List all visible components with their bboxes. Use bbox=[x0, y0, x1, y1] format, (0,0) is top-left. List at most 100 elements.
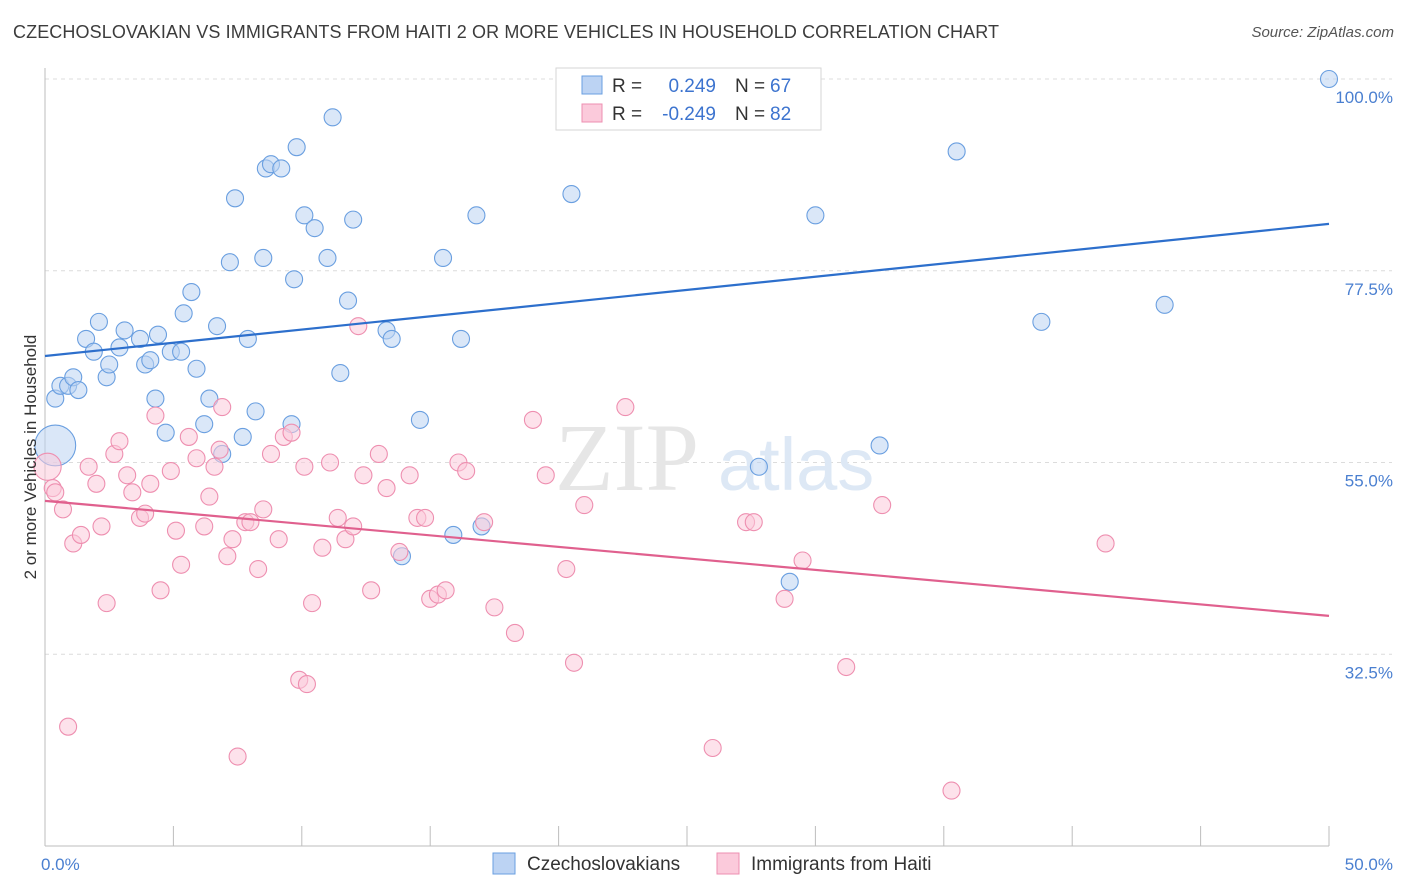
point-haiti-66 bbox=[564, 653, 584, 672]
watermark-atlas: atlas bbox=[718, 423, 874, 506]
point-haiti-33 bbox=[241, 513, 260, 532]
point-haiti-73 bbox=[793, 551, 812, 570]
y-tick-label-0: 32.5% bbox=[1345, 663, 1393, 682]
point-czech-17 bbox=[148, 325, 168, 344]
point-haiti-19 bbox=[151, 581, 170, 600]
series-haiti bbox=[33, 317, 1115, 800]
point-czech-46 bbox=[344, 210, 363, 229]
bottom-legend-label-czech: Czechoslovakians bbox=[527, 854, 680, 875]
point-haiti-4 bbox=[59, 717, 78, 736]
point-haiti-27 bbox=[205, 457, 224, 476]
series-czechoslovakians bbox=[34, 69, 1339, 591]
point-czech-59 bbox=[749, 457, 768, 476]
point-haiti-28 bbox=[210, 440, 229, 459]
point-czech-32 bbox=[246, 402, 265, 421]
point-haiti-76 bbox=[942, 781, 961, 800]
legend-n-label-czech: N = bbox=[735, 76, 765, 97]
point-czech-18 bbox=[156, 423, 175, 442]
point-haiti-20 bbox=[161, 461, 180, 481]
x-tick-label-1: 50.0% bbox=[1345, 855, 1393, 874]
point-czech-23 bbox=[187, 359, 206, 378]
point-haiti-65 bbox=[557, 559, 576, 579]
legend-swatch-haiti bbox=[581, 103, 603, 123]
watermark: ZIP atlas bbox=[555, 404, 874, 511]
point-haiti-75 bbox=[873, 496, 892, 515]
point-haiti-39 bbox=[282, 423, 301, 442]
point-haiti-62 bbox=[505, 623, 524, 642]
point-czech-24 bbox=[195, 415, 214, 434]
watermark-zip: ZIP bbox=[555, 404, 699, 511]
point-haiti-6 bbox=[71, 525, 91, 544]
point-czech-21 bbox=[174, 304, 193, 323]
point-czech-12 bbox=[115, 321, 134, 340]
point-haiti-17 bbox=[141, 474, 160, 493]
point-czech-62 bbox=[870, 436, 889, 455]
point-czech-8 bbox=[89, 312, 108, 331]
point-haiti-31 bbox=[228, 747, 247, 766]
point-czech-50 bbox=[410, 410, 429, 429]
point-czech-54 bbox=[467, 206, 486, 225]
point-haiti-36 bbox=[261, 444, 281, 464]
point-czech-52 bbox=[444, 525, 463, 544]
point-czech-25 bbox=[200, 389, 219, 408]
point-haiti-3 bbox=[53, 500, 73, 519]
point-czech-42 bbox=[318, 248, 337, 268]
point-haiti-35 bbox=[254, 500, 273, 519]
point-haiti-52 bbox=[390, 542, 409, 562]
source-label: Source: ZipAtlas.com bbox=[1251, 24, 1394, 41]
y-tick-label-1: 55.0% bbox=[1345, 472, 1393, 491]
y-tick-label-3: 100.0% bbox=[1335, 88, 1393, 107]
point-haiti-9 bbox=[92, 517, 111, 536]
point-czech-45 bbox=[338, 291, 358, 310]
point-haiti-50 bbox=[369, 444, 388, 464]
point-czech-60 bbox=[780, 572, 799, 591]
point-czech-36 bbox=[272, 159, 291, 178]
point-haiti-63 bbox=[523, 410, 542, 429]
point-haiti-59 bbox=[457, 461, 476, 481]
point-haiti-45 bbox=[328, 508, 347, 527]
point-haiti-12 bbox=[110, 432, 129, 451]
point-czech-56 bbox=[562, 185, 581, 204]
point-czech-66 bbox=[1319, 69, 1339, 89]
legend-n-value-haiti: 82 bbox=[770, 104, 791, 125]
point-czech-13 bbox=[130, 329, 150, 348]
point-haiti-79 bbox=[213, 398, 232, 417]
point-czech-40 bbox=[295, 206, 314, 225]
point-haiti-53 bbox=[400, 466, 419, 485]
trend-lines bbox=[44, 222, 1330, 617]
point-haiti-24 bbox=[187, 449, 206, 468]
point-haiti-44 bbox=[320, 453, 340, 472]
point-czech-53 bbox=[451, 329, 471, 348]
point-czech-16 bbox=[146, 389, 165, 408]
bottom-legend-swatch-czech bbox=[492, 852, 516, 875]
point-haiti-42 bbox=[303, 594, 322, 613]
point-czech-20 bbox=[172, 342, 191, 361]
point-haiti-81 bbox=[297, 675, 316, 694]
y-axis-title: 2 or more Vehicles in Household bbox=[21, 335, 40, 580]
point-haiti-71 bbox=[744, 513, 763, 532]
point-czech-10 bbox=[100, 355, 119, 374]
legend-n-value-czech: 67 bbox=[770, 76, 791, 97]
point-haiti-29 bbox=[218, 547, 237, 566]
point-czech-15 bbox=[141, 351, 160, 370]
point-haiti-78 bbox=[349, 317, 368, 336]
point-haiti-37 bbox=[269, 530, 288, 549]
point-haiti-41 bbox=[295, 457, 314, 476]
tick-labels: 32.5% 55.0% 77.5% 100.0% 0.0% 50.0% bbox=[41, 88, 1393, 874]
point-haiti-74 bbox=[837, 657, 856, 677]
point-haiti-10 bbox=[97, 594, 116, 613]
bottom-legend-swatch-haiti bbox=[716, 852, 740, 875]
point-haiti-26 bbox=[200, 487, 219, 506]
point-czech-41 bbox=[305, 219, 324, 238]
point-czech-33 bbox=[254, 248, 273, 268]
point-haiti-72 bbox=[775, 589, 794, 608]
trend-line-czech bbox=[44, 222, 1330, 358]
series-legend: Czechoslovakians Immigrants from Haiti bbox=[492, 852, 932, 875]
point-haiti-7 bbox=[79, 457, 98, 476]
point-czech-30 bbox=[233, 427, 252, 446]
y-tick-label-2: 77.5% bbox=[1345, 280, 1393, 299]
point-czech-51 bbox=[433, 248, 453, 268]
point-haiti-30 bbox=[223, 530, 242, 549]
point-haiti-14 bbox=[123, 483, 142, 502]
